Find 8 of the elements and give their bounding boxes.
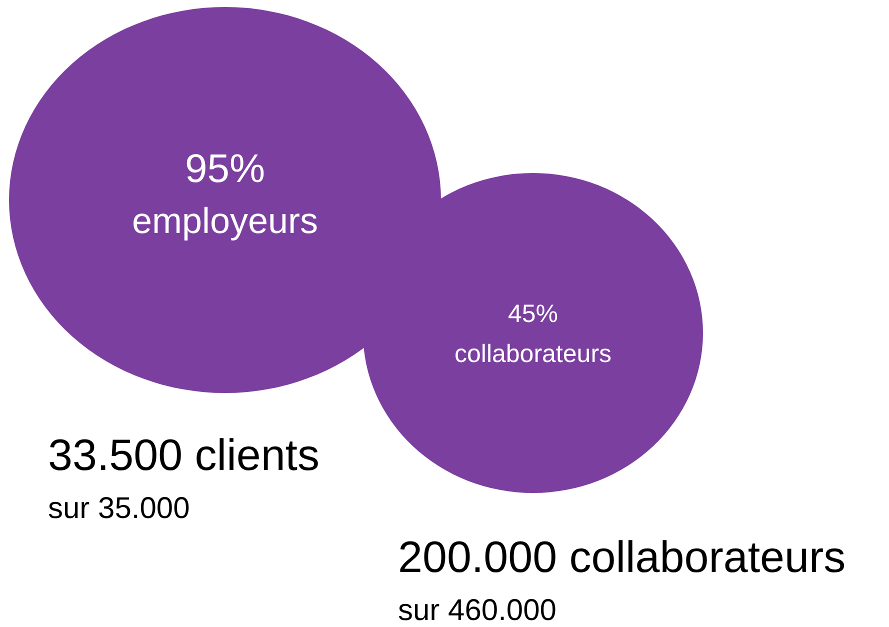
- text: 33.500 clients: [48, 431, 320, 480]
- data-label: 95%: [184, 147, 266, 191]
- data-label: 45%: [508, 300, 558, 328]
- category-label: employeurs: [132, 200, 318, 241]
- text: 200.000 collaborateurs: [398, 533, 846, 582]
- category-label: collaborateurs: [454, 340, 612, 368]
- text: sur 460.000: [398, 594, 556, 627]
- text: sur 35.000: [48, 492, 190, 525]
